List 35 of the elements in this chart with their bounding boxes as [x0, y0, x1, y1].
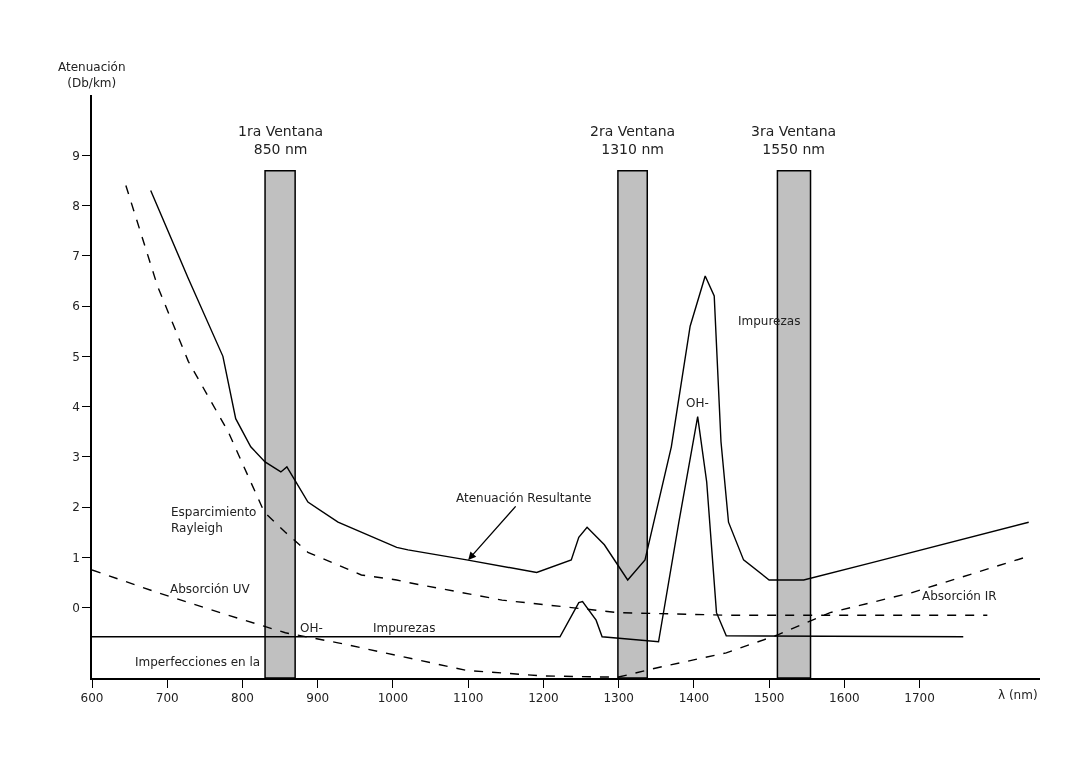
x-tick-label: 600 [80, 691, 104, 706]
x-tick-label: 1600 [829, 691, 860, 706]
y-axis-title: Atenuación (Db/km) [58, 60, 126, 90]
x-axis-title: λ (nm) [998, 688, 1038, 702]
x-tick-label: 700 [155, 691, 179, 706]
y-tick-label: 3 [72, 450, 80, 465]
x-tick-label: 900 [306, 691, 330, 706]
band-label: 1ra Ventana 850 nm [238, 123, 324, 158]
annotation: OH- [686, 396, 709, 410]
y-tick-label: 9 [72, 148, 80, 163]
x-tick-label: 1100 [452, 691, 484, 706]
x-tick-label: 1200 [528, 691, 559, 706]
annotation: Absorción IR [922, 589, 997, 603]
annotation: Absorción UV [170, 582, 251, 596]
annotation: Atenuación Resultante [456, 491, 592, 505]
y-tick-label: 5 [72, 349, 80, 364]
annotation: Impurezas [373, 621, 436, 635]
x-tick-label: 1000 [377, 691, 409, 706]
x-tick-label: 1500 [753, 691, 785, 706]
x-tick-label: 1700 [904, 691, 935, 706]
band-label: 3ra Ventana 1550 nm [751, 123, 837, 158]
x-tick-label: 1400 [678, 691, 710, 706]
annotation: OH- [300, 621, 323, 635]
x-tick-label: 800 [231, 691, 254, 706]
y-tick-label: 2 [72, 500, 80, 515]
y-tick-label: 8 [72, 198, 80, 213]
annotation: Esparcimiento Rayleigh [171, 505, 257, 535]
y-tick-label: 4 [72, 399, 80, 414]
annotation: Imperfecciones en la [135, 655, 261, 669]
y-tick-label: 6 [72, 299, 80, 314]
band-label: 2ra Ventana 1310 nm [590, 123, 676, 158]
y-tick-label: 1 [72, 550, 80, 565]
x-tick-label: 1300 [603, 691, 634, 706]
y-tick-label: 7 [72, 249, 80, 264]
y-tick-label: 0 [72, 600, 80, 615]
